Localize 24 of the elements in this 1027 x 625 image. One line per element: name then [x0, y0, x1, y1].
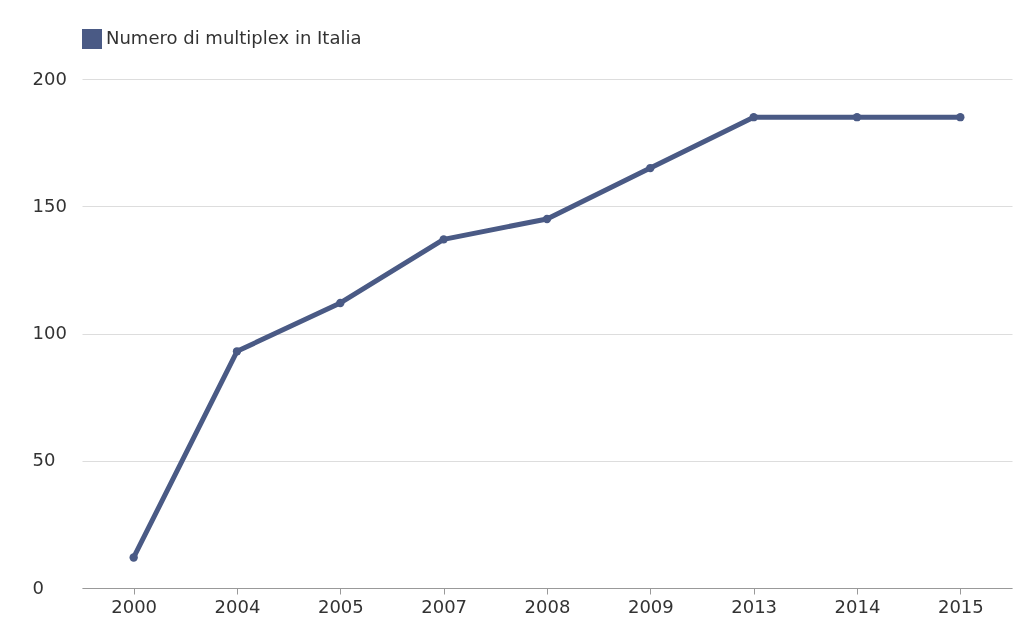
y-tick-label: 150	[32, 194, 67, 216]
y-tick-label: 200	[32, 67, 67, 89]
x-tick-label: 2000	[111, 595, 158, 617]
point	[439, 235, 448, 244]
y-tick-label: 100	[32, 322, 67, 343]
x-tick-label: 2015	[937, 595, 984, 617]
point	[956, 113, 965, 122]
x-tick-label: 2004	[214, 595, 261, 617]
x-tick-label: 2005	[317, 595, 364, 617]
point	[646, 163, 655, 173]
point	[232, 347, 242, 356]
x-tick-label: 2008	[524, 595, 571, 617]
x-tick-label: 2009	[627, 595, 674, 617]
y-tick-label: 0	[32, 576, 44, 598]
legend-label: Numero di multiplex in Italia	[106, 27, 362, 48]
point	[336, 298, 345, 308]
x-tick-label: 2013	[731, 595, 778, 617]
point	[542, 214, 552, 224]
y-tick-label: 50	[32, 449, 56, 471]
point	[852, 113, 862, 122]
point	[749, 113, 758, 122]
x-tick-label: 2007	[421, 595, 468, 617]
point	[129, 553, 138, 562]
x-tick-label: 2014	[834, 595, 881, 617]
